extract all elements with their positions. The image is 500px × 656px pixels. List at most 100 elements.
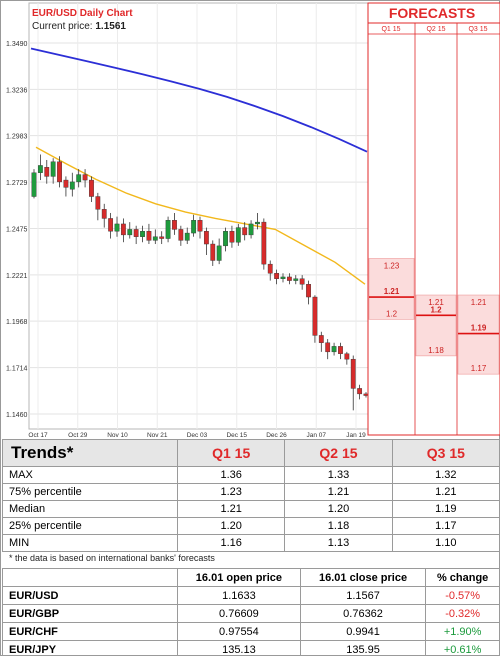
candle-body	[57, 161, 62, 183]
candle-body	[178, 229, 184, 241]
trends-footnote: * the data is based on international ban…	[9, 553, 215, 563]
current-price-label: Current price:	[32, 21, 93, 32]
candle	[203, 227, 209, 255]
candle	[146, 223, 152, 245]
trend-value: 1.20	[176, 517, 286, 535]
candle	[286, 273, 292, 285]
candle	[255, 212, 260, 230]
rate-pair: EUR/CHF	[2, 622, 178, 641]
forecast-low-label: 1.18	[428, 346, 444, 355]
x-tick-label: Nov 21	[147, 432, 168, 439]
trend-value: 1.18	[284, 517, 393, 535]
candle-body	[184, 232, 190, 241]
candle-body	[44, 167, 50, 177]
forecasts-title: FORECASTS	[389, 5, 475, 21]
candle-body	[108, 218, 114, 232]
candle	[133, 225, 139, 245]
y-tick-label: 1.2983	[6, 134, 28, 141]
candle	[108, 212, 114, 239]
candle-body	[299, 278, 305, 285]
y-axis: 1.3490 1.3236 1.2983 1.2729 1.2475 1.2221 1.19…	[6, 41, 28, 419]
candle	[267, 260, 273, 281]
candle-body	[63, 179, 69, 188]
candle	[114, 216, 120, 237]
x-tick-label: Oct 29	[68, 432, 88, 439]
candle-body	[286, 276, 292, 281]
rate-pair: EUR/JPY	[2, 640, 178, 656]
candle	[89, 176, 94, 202]
rate-open: 0.97554	[177, 622, 301, 641]
candle	[31, 169, 37, 199]
forecast-high-label: 1.21	[428, 298, 444, 307]
rate-open: 1.1633	[177, 586, 301, 605]
candle-body	[293, 278, 299, 281]
candle-body	[133, 229, 139, 237]
candle-body	[159, 236, 165, 239]
candle	[140, 225, 145, 243]
candle-body	[31, 172, 37, 197]
table-row: MIN 1.16 1.13 1.10	[2, 534, 500, 552]
candle	[350, 355, 356, 411]
candle	[76, 169, 82, 188]
candle-body	[95, 196, 101, 210]
candle-body	[210, 243, 216, 261]
chart-frame	[28, 2, 369, 430]
candle-body	[216, 245, 222, 261]
rates-col-close: 16.01 close price	[299, 568, 427, 587]
rate-pair: EUR/USD	[2, 586, 178, 605]
candle	[159, 231, 165, 245]
forecast-range-box	[457, 294, 500, 375]
x-tick-label: Jan 19	[346, 432, 366, 439]
rate-close: 0.76362	[299, 604, 427, 623]
trends-col-q1: Q1 15	[176, 439, 286, 467]
trends-title: Trends*	[2, 439, 178, 467]
forecast-range-box	[368, 258, 415, 320]
candle-body	[267, 263, 273, 274]
candle	[223, 227, 228, 252]
rate-close: 1.1567	[299, 586, 427, 605]
trend-label: MAX	[2, 466, 178, 484]
candle-body	[165, 220, 171, 239]
candle	[325, 339, 331, 360]
x-tick-label: Dec 03	[187, 432, 208, 439]
candle	[338, 342, 343, 360]
forecast-high-label: 1.21	[471, 298, 487, 307]
candle	[261, 218, 267, 270]
candle-body	[101, 209, 107, 219]
candle-body	[344, 353, 350, 360]
candle-body	[140, 231, 145, 237]
trend-label: 25% percentile	[2, 517, 178, 535]
candle	[357, 384, 363, 400]
rates-header-row: 16.01 open price 16.01 close price % cha…	[2, 568, 500, 587]
candle-body	[306, 284, 311, 298]
trend-value: 1.16	[176, 534, 286, 552]
candle	[280, 273, 286, 283]
y-tick-label: 1.3490	[6, 41, 28, 48]
trends-col-q2: Q2 15	[284, 439, 393, 467]
y-tick-label: 1.1968	[6, 319, 28, 326]
table-row: EUR/CHF 0.97554 0.9941 +1.90%	[2, 622, 500, 641]
candle	[120, 218, 126, 243]
candle	[165, 216, 171, 243]
candle-body	[120, 223, 126, 236]
forecast-col-q3: Q3 15	[468, 26, 487, 33]
candle-body	[318, 335, 324, 343]
candle	[63, 176, 69, 197]
candle	[82, 169, 88, 188]
forecast-median-label: 1.19	[471, 324, 487, 333]
rates-col-change: % change	[425, 568, 500, 587]
rate-change: -0.57%	[425, 586, 500, 605]
y-tick-label: 1.2729	[6, 180, 28, 187]
forecast-median-label: 1.2	[430, 305, 442, 314]
rate-change: +1.90%	[425, 622, 500, 641]
candle	[229, 225, 235, 248]
x-tick-label: Nov 10	[107, 432, 128, 439]
candle	[235, 223, 241, 246]
table-row: EUR/GBP 0.76609 0.76362 -0.32%	[2, 604, 500, 623]
trend-value: 1.23	[176, 483, 286, 501]
x-axis: Oct 17 Oct 29 Nov 10 Nov 21 Dec 03 Dec 15 Dec …	[28, 432, 366, 439]
candles	[31, 154, 369, 411]
trends-col-q3: Q3 15	[391, 439, 500, 467]
candle	[69, 172, 75, 197]
